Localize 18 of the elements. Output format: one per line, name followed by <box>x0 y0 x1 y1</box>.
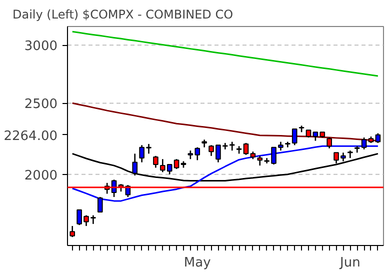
candlestick <box>257 155 263 166</box>
y-tick-label: 2000 <box>24 168 58 184</box>
candlestick <box>243 142 249 156</box>
y-tick-label: 2264.00 <box>4 128 58 144</box>
y-tick-label: 3000 <box>24 39 58 54</box>
line-series <box>72 30 379 77</box>
candlestick <box>174 158 180 170</box>
candlestick <box>326 136 332 149</box>
y-tick-label: 2500 <box>24 97 58 112</box>
line-series <box>72 152 379 182</box>
candlestick <box>348 150 353 159</box>
candlestick <box>153 155 158 168</box>
candlestick <box>292 128 298 146</box>
candlestick <box>375 132 381 144</box>
candlestick <box>202 139 207 148</box>
chart-title: Daily (Left) $COMPX - COMBINED CO <box>12 8 234 22</box>
x-tick-label: Jun <box>339 256 360 270</box>
x-tick-label: May <box>184 256 212 270</box>
